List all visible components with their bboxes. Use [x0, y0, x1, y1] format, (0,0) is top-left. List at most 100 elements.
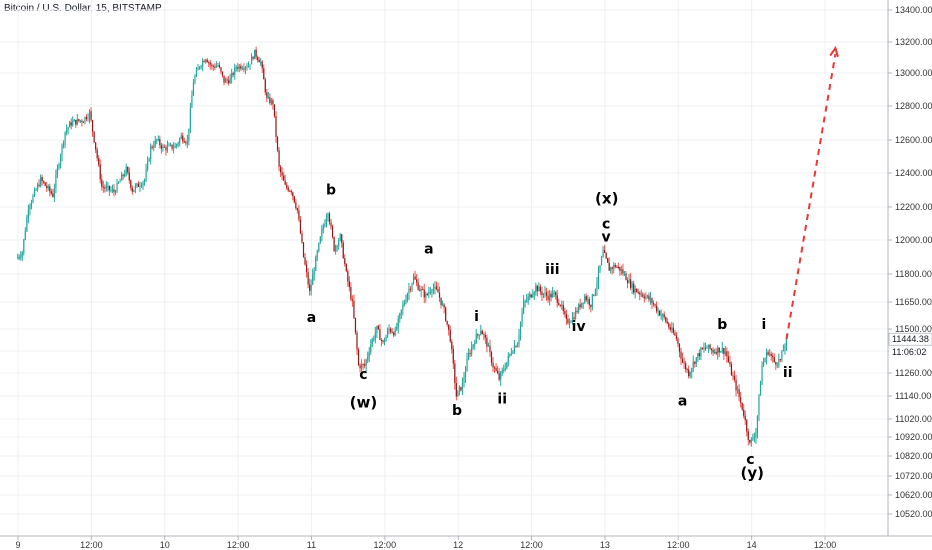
candle-body: [593, 294, 595, 296]
candle-body: [24, 231, 26, 240]
wave-label: a: [424, 242, 433, 258]
candle-body: [409, 288, 412, 290]
candle-body: [183, 141, 185, 143]
candle-body: [703, 347, 705, 350]
candle-body: [229, 78, 231, 84]
candle-body: [302, 242, 305, 258]
candle-body: [313, 270, 315, 275]
candle-body: [567, 318, 569, 324]
candle-body: [360, 364, 363, 369]
candle-body: [582, 302, 584, 304]
candle-body: [107, 185, 109, 187]
candle-body: [701, 347, 704, 350]
candle-body: [668, 323, 670, 328]
candle-body: [547, 295, 549, 301]
candle-body: [237, 67, 239, 69]
candle-body: [513, 346, 516, 353]
candle-body: [90, 111, 92, 121]
candle-body: [157, 138, 159, 140]
candle-body: [478, 334, 480, 336]
candle-body: [675, 335, 678, 339]
candle-body: [91, 120, 94, 132]
candle-body: [587, 299, 589, 301]
candle-body: [516, 344, 519, 348]
candle-body: [26, 217, 28, 232]
candle-body: [344, 258, 346, 265]
candle-body: [419, 289, 421, 291]
candle-body: [642, 294, 644, 297]
candle-body: [324, 223, 326, 227]
candle-body: [279, 166, 282, 173]
candle-body: [29, 206, 31, 210]
candle-body: [581, 302, 583, 308]
candle-body: [749, 439, 751, 443]
candle-body: [683, 362, 685, 364]
candle-body: [202, 61, 204, 67]
candle-body: [750, 439, 752, 443]
candle-body: [600, 256, 603, 266]
candle-body: [399, 313, 401, 319]
candle-body: [651, 298, 653, 303]
candle-body: [501, 370, 503, 373]
time-axis[interactable]: 9 12:00 10 12:00 11 12:00 12 12:00 13 12:00 14 12:0…: [0, 535, 932, 550]
candle-body: [672, 327, 674, 333]
candle-body: [596, 283, 598, 290]
candle-body: [602, 250, 604, 257]
candle-body: [267, 97, 269, 99]
candle-body: [640, 294, 642, 296]
candle-body: [689, 372, 691, 377]
candle-body: [631, 283, 633, 288]
candle-body: [718, 347, 720, 353]
candle-body: [114, 191, 117, 193]
candle-body: [405, 300, 407, 304]
wave-label: ii: [497, 392, 507, 408]
candle-body: [403, 303, 405, 306]
candle-body: [353, 300, 355, 318]
candle-body: [591, 294, 593, 307]
candle-body: [72, 121, 74, 126]
candle-body: [371, 339, 373, 345]
candle-body: [382, 340, 384, 342]
candle-body: [645, 296, 647, 299]
candle-body: [533, 292, 535, 296]
time-tick-label: 12:00: [227, 540, 250, 550]
candle-body: [608, 262, 610, 271]
candle-body: [778, 359, 780, 365]
wave-label: ii: [783, 365, 793, 381]
last-price-label: 11444.38: [892, 334, 929, 344]
candle-body: [695, 357, 697, 364]
candle-body: [579, 304, 581, 308]
candle-body: [85, 117, 88, 119]
candle-body: [64, 131, 66, 143]
projection-arrowhead: [829, 45, 839, 58]
projection-arrow: [785, 45, 839, 340]
candle-body: [522, 301, 525, 313]
candle-body: [388, 328, 390, 331]
candle-body: [500, 372, 502, 380]
candle-body: [104, 187, 106, 189]
wave-label: c: [746, 452, 754, 468]
candle-body: [613, 264, 615, 269]
candle-body: [463, 377, 465, 383]
candle-body: [738, 389, 740, 398]
candle-body: [276, 137, 279, 151]
candle-body: [637, 292, 639, 294]
wave-label: b: [326, 182, 336, 198]
candle-body: [198, 66, 201, 68]
candle-body: [258, 59, 260, 63]
time-tick-label: 10: [160, 540, 170, 550]
candle-body: [218, 65, 221, 68]
candle-body: [264, 79, 266, 93]
countdown-badge: [889, 346, 932, 359]
candle-body: [261, 61, 263, 69]
candle-body: [189, 107, 192, 129]
candle-body: [172, 147, 175, 149]
candle-body: [646, 295, 648, 297]
candle-body: [133, 189, 135, 192]
candle-body: [330, 222, 332, 227]
candle-body: [420, 289, 422, 291]
price-axis[interactable]: 10520.00 10620.00 10720.00 10820.00 10920.00…: [887, 0, 932, 536]
candle-body: [247, 65, 250, 68]
candle-body: [648, 295, 650, 300]
